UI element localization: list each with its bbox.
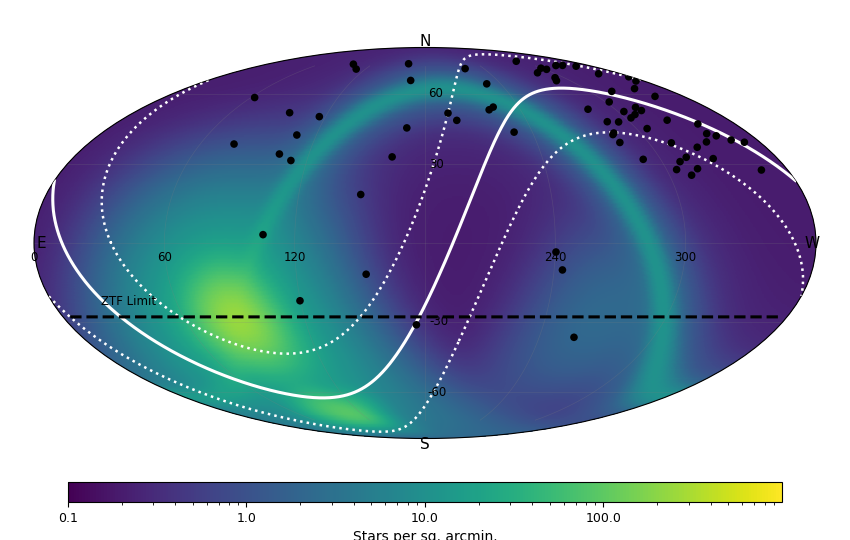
Point — [679, 153, 693, 161]
Text: -30: -30 — [429, 315, 448, 328]
Point — [612, 118, 626, 126]
Point — [530, 69, 544, 77]
Point — [673, 157, 687, 166]
Point — [283, 109, 297, 117]
Text: 300: 300 — [674, 251, 696, 264]
Point — [685, 171, 699, 179]
Point — [628, 110, 642, 119]
Point — [607, 129, 620, 137]
Text: ZTF Limit: ZTF Limit — [100, 295, 156, 308]
Point — [509, 57, 523, 65]
Point — [629, 77, 643, 85]
Text: 240: 240 — [544, 251, 566, 264]
Point — [570, 62, 583, 71]
Point — [556, 61, 570, 70]
Point — [600, 117, 614, 126]
Point — [665, 139, 678, 147]
Point — [480, 79, 494, 88]
Point — [710, 132, 723, 140]
Point — [313, 112, 326, 121]
Point — [691, 164, 705, 173]
Point — [486, 103, 500, 111]
Point — [347, 60, 360, 69]
Point — [410, 320, 423, 329]
Point — [441, 109, 455, 117]
Point — [606, 130, 620, 139]
Point — [290, 131, 303, 139]
Point — [549, 248, 563, 256]
Point — [637, 155, 650, 164]
X-axis label: Stars per sq. arcmin.: Stars per sq. arcmin. — [353, 530, 497, 540]
Point — [691, 120, 705, 129]
Text: -60: -60 — [428, 386, 447, 399]
Point — [404, 76, 417, 85]
Text: N: N — [419, 33, 431, 49]
Point — [700, 129, 713, 138]
Text: 120: 120 — [284, 251, 306, 264]
Point — [629, 103, 643, 112]
Point — [603, 98, 616, 106]
Text: 60: 60 — [157, 251, 172, 264]
Point — [354, 190, 367, 199]
Point — [293, 296, 307, 305]
Point — [724, 136, 738, 144]
Text: E: E — [36, 235, 46, 251]
Point — [670, 165, 683, 174]
Point — [556, 266, 570, 274]
Point — [273, 150, 286, 158]
Point — [690, 143, 704, 152]
Point — [605, 87, 619, 96]
Point — [624, 113, 638, 122]
Point — [613, 138, 626, 147]
Text: S: S — [420, 437, 430, 453]
Point — [349, 65, 363, 73]
Point — [549, 61, 563, 70]
Point — [540, 65, 553, 73]
Point — [700, 138, 713, 146]
Point — [706, 154, 720, 163]
Point — [402, 59, 416, 68]
Point — [482, 105, 496, 114]
Point — [534, 64, 547, 72]
Text: 60: 60 — [428, 87, 443, 100]
Point — [635, 106, 649, 115]
Point — [660, 116, 674, 125]
Point — [649, 92, 662, 100]
Point — [567, 333, 581, 342]
Point — [592, 70, 605, 78]
Point — [227, 140, 241, 149]
Point — [550, 76, 564, 85]
Point — [640, 124, 654, 133]
Point — [284, 156, 298, 165]
Point — [622, 72, 636, 81]
Point — [248, 93, 262, 102]
Point — [617, 107, 631, 116]
Text: 0: 0 — [31, 251, 38, 264]
Text: W: W — [804, 235, 819, 251]
Point — [755, 166, 768, 174]
Point — [628, 84, 642, 93]
Point — [507, 128, 521, 137]
Point — [256, 231, 269, 239]
Point — [360, 270, 373, 279]
Point — [458, 64, 472, 73]
Point — [548, 73, 562, 82]
Point — [450, 116, 463, 125]
Text: 30: 30 — [429, 158, 444, 171]
Point — [400, 124, 414, 132]
Point — [385, 153, 399, 161]
Point — [738, 138, 751, 146]
Point — [581, 105, 595, 113]
